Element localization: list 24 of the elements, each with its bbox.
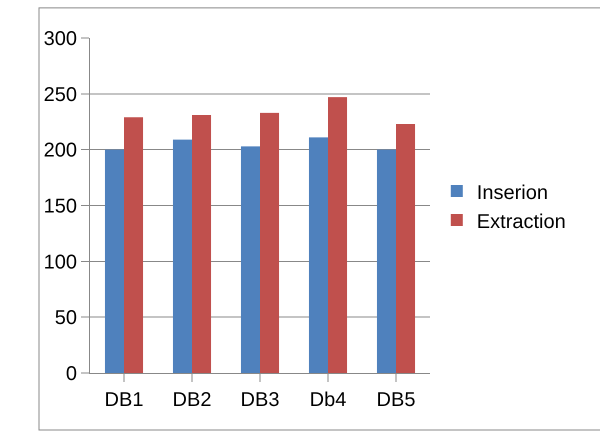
x-tick-label: DB2	[172, 389, 212, 411]
bar	[104, 150, 124, 373]
bar	[124, 117, 144, 373]
x-tick-label: Db4	[310, 389, 346, 411]
bar	[396, 124, 416, 373]
y-tick-label: 200	[44, 140, 77, 162]
y-tick-label: 250	[44, 84, 77, 106]
bar	[376, 150, 396, 373]
bar	[172, 140, 192, 373]
y-tick-label: 150	[44, 196, 77, 218]
legend-label: Inserion	[476, 182, 548, 204]
legend-label: Extraction	[476, 210, 566, 233]
y-tick-label: 0	[66, 363, 77, 385]
bar	[192, 115, 212, 373]
x-tick-label: DB3	[240, 389, 280, 411]
bar	[260, 112, 280, 373]
bar	[328, 97, 348, 373]
x-tick-label: DB5	[376, 389, 416, 411]
x-tick-label: DB1	[104, 389, 144, 411]
y-tick-label: 100	[44, 251, 77, 274]
bar	[240, 146, 260, 373]
bar	[308, 137, 328, 373]
y-tick-label: 300	[44, 28, 77, 50]
y-tick-label: 50	[54, 307, 77, 330]
